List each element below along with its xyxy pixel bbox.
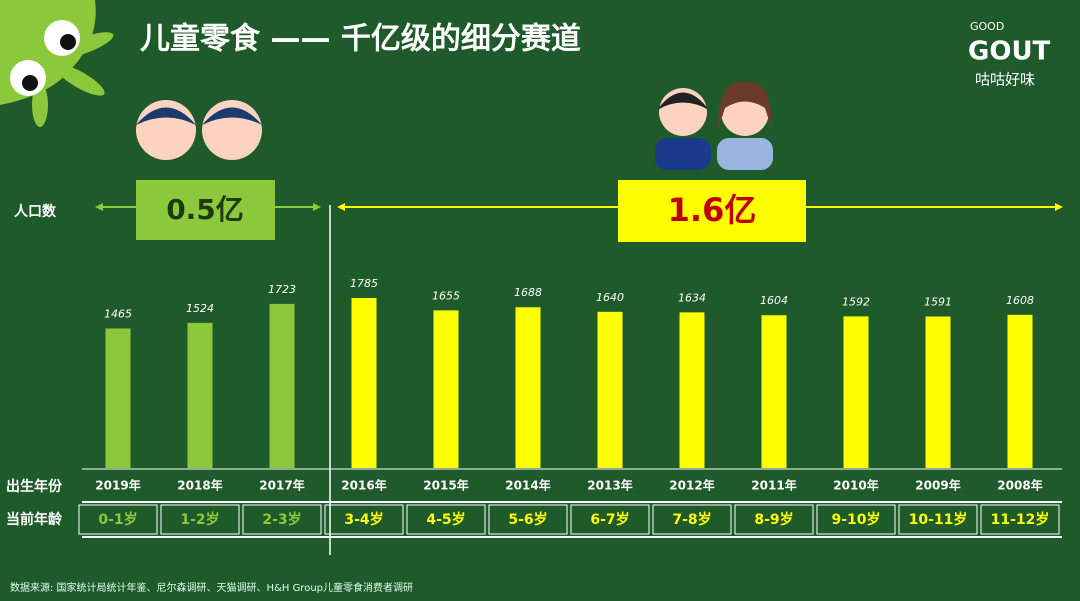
- value-label: 1592: [842, 295, 870, 308]
- bar: [269, 303, 295, 468]
- bar: [351, 298, 377, 468]
- bar: [597, 311, 623, 468]
- x-tick-label: 2015年: [423, 478, 468, 493]
- value-label: 1655: [432, 289, 460, 302]
- age-cell: [242, 504, 322, 535]
- bar: [679, 312, 705, 468]
- x-tick-label: 2018年: [177, 478, 222, 493]
- x-tick-label: 2017年: [259, 478, 304, 493]
- row-label: 当前年龄: [6, 511, 63, 528]
- group-box: [618, 180, 806, 242]
- age-cell: [160, 504, 240, 535]
- value-label: 1640: [596, 291, 624, 304]
- logo-sub: 咕咕好味: [975, 71, 1035, 89]
- age-cell: [980, 504, 1060, 535]
- child-icons: [655, 81, 773, 170]
- age-label: 4-5岁: [426, 511, 465, 528]
- age-cell: [734, 504, 814, 535]
- source-note: 数据来源: 国家统计局统计年鉴、尼尔森调研、天猫调研、H&H Group儿童零食…: [10, 581, 413, 594]
- group-label: 0.5亿: [166, 193, 244, 226]
- age-cell: [78, 504, 158, 535]
- x-tick-label: 2012年: [669, 478, 714, 493]
- x-tick-label: 2008年: [997, 478, 1042, 493]
- x-tick-label: 2016年: [341, 478, 386, 493]
- value-label: 1591: [924, 295, 952, 308]
- age-label: 2-3岁: [262, 511, 301, 528]
- value-label: 1465: [104, 307, 132, 320]
- age-label: 8-9岁: [754, 511, 793, 528]
- bar: [187, 322, 213, 468]
- value-label: 1608: [1006, 294, 1034, 307]
- age-label: 6-7岁: [590, 511, 629, 528]
- row-label: 人口数: [14, 203, 57, 220]
- value-label: 1604: [760, 294, 788, 307]
- value-label: 1723: [268, 283, 296, 296]
- row-label: 出生年份: [6, 478, 63, 495]
- age-label: 1-2岁: [180, 511, 219, 528]
- age-cell: [324, 504, 404, 535]
- bar: [105, 328, 131, 468]
- x-tick-label: 2011年: [751, 478, 796, 493]
- bar: [433, 310, 459, 468]
- logo-main: GOUT: [968, 37, 1051, 67]
- age-label: 5-6岁: [508, 511, 547, 528]
- age-cell: [816, 504, 896, 535]
- value-label: 1524: [186, 302, 214, 315]
- decoration: [0, 0, 114, 127]
- age-label: 0-1岁: [98, 511, 137, 528]
- age-label: 10-11岁: [909, 511, 968, 528]
- value-label: 1688: [514, 286, 542, 299]
- age-cell: [570, 504, 650, 535]
- age-label: 3-4岁: [344, 511, 383, 528]
- value-label: 1634: [678, 291, 706, 304]
- bar: [843, 316, 869, 468]
- age-label: 7-8岁: [672, 511, 711, 528]
- age-label: 9-10岁: [831, 511, 880, 528]
- x-tick-label: 2009年: [915, 478, 960, 493]
- age-cell: [652, 504, 732, 535]
- x-tick-label: 2013年: [587, 478, 632, 493]
- bar: [761, 315, 787, 468]
- bar: [1007, 314, 1033, 468]
- value-label: 1785: [350, 277, 378, 290]
- title: 儿童零食 —— 千亿级的细分赛道: [140, 22, 581, 57]
- x-tick-label: 2014年: [505, 478, 550, 493]
- age-cell: [488, 504, 568, 535]
- x-tick-label: 2010年: [833, 478, 878, 493]
- logo-top: GOOD: [970, 20, 1004, 33]
- age-cell: [898, 504, 978, 535]
- bar: [925, 316, 951, 468]
- age-cell: [406, 504, 486, 535]
- age-label: 11-12岁: [991, 511, 1050, 528]
- group-label: 1.6亿: [668, 191, 757, 229]
- baby-icons: [136, 100, 262, 160]
- bar: [515, 307, 541, 468]
- group-box: [136, 180, 275, 240]
- x-tick-label: 2019年: [95, 478, 140, 493]
